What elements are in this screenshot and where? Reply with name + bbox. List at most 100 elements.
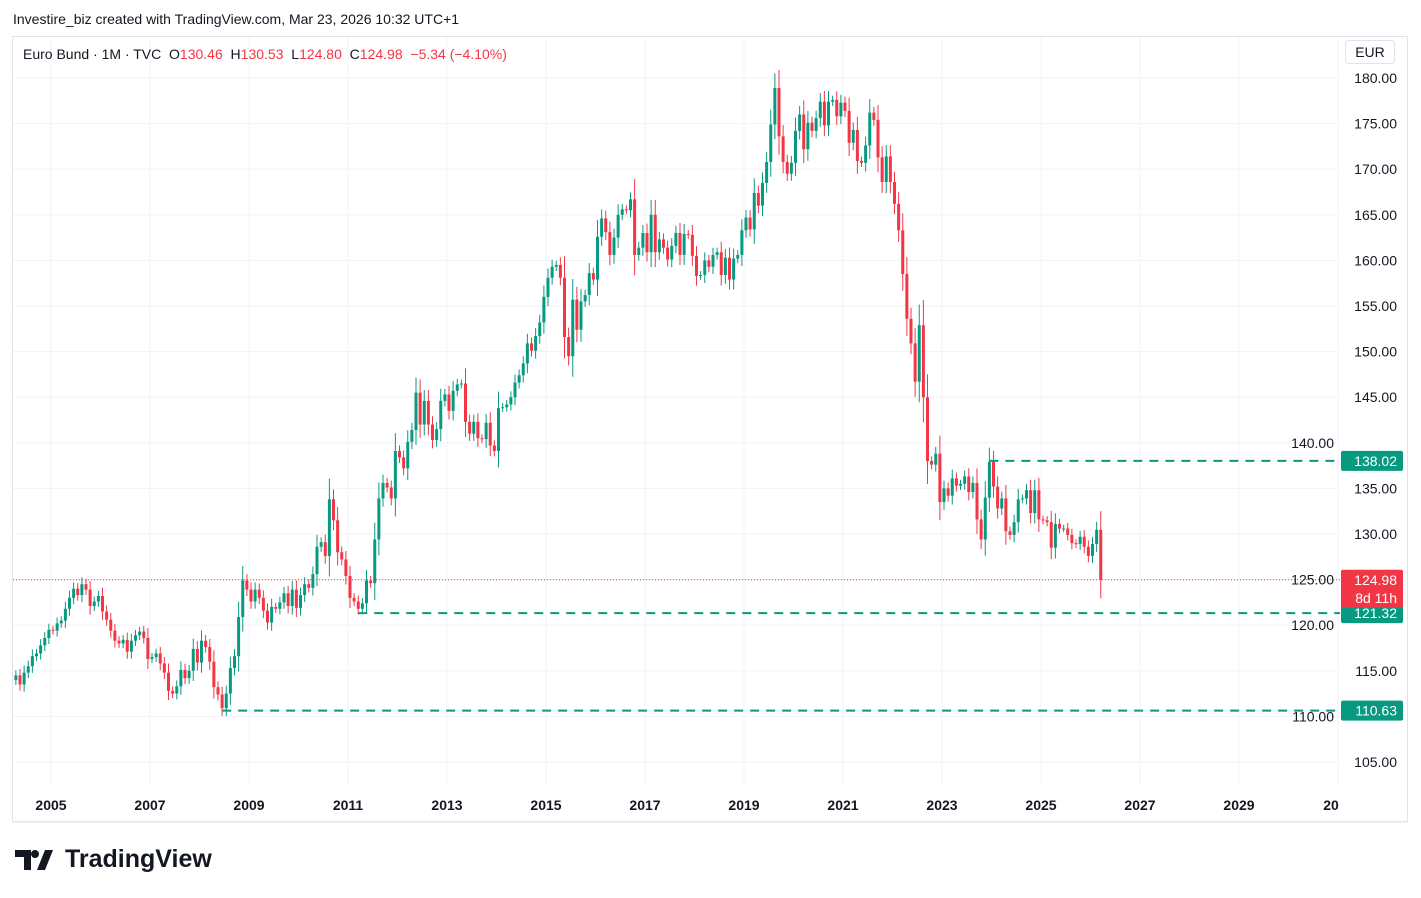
candle-body [732,258,736,280]
candle-body [806,122,810,150]
candle-body [80,584,84,596]
open-value: 130.46 [179,46,223,62]
candle-body [530,343,533,351]
candle-body [942,488,946,503]
candle-body [505,404,509,408]
candle-body [827,101,830,126]
candle-body [1037,490,1041,520]
candle-body [847,110,851,143]
candle-body [633,199,637,255]
candle-body [303,584,307,596]
candle-body [542,296,546,323]
candle-body [818,101,822,119]
x-tick-label: 2013 [431,797,462,813]
candle-body [352,597,356,602]
candle-body [162,663,166,673]
candle-body [138,631,142,636]
candle-body [447,394,451,411]
candle-body [30,656,34,667]
candle-body [761,182,764,206]
y-tick-label: 180.00 [1354,70,1397,86]
y-tick-label: 110.00 [1292,708,1334,724]
candle-body [616,214,620,238]
candle-body [662,239,665,248]
y-tick-label: 165.00 [1354,207,1397,223]
change-value: −5.34 (−4.10%) [410,46,507,62]
candle-body [175,686,179,694]
candle-body [92,601,96,607]
candle-body [261,597,265,611]
candle-body [571,299,575,357]
candle-body [1053,523,1057,548]
symbol-legend: Euro Bund · 1M · TVC O130.46 H130.53 L12… [23,46,507,62]
candle-body [76,588,80,596]
currency-button[interactable]: EUR [1345,40,1395,64]
candle-body [996,486,1000,509]
brand-name: TradingView [65,845,212,873]
candle-body [884,156,888,182]
candle-body [748,217,752,230]
candle-body [781,136,785,162]
candle-body [744,217,748,231]
candle-body [1086,546,1090,556]
candle-body [327,499,331,556]
y-tick-label: 170.00 [1354,161,1397,177]
candle-body [971,482,975,493]
candle-body [373,539,377,584]
candle-body [270,606,274,623]
candle-body [459,383,463,385]
candle-body [72,588,76,598]
y-tick-label: 150.00 [1354,344,1397,360]
candle-body [274,606,278,609]
candle-body [711,254,715,267]
candle-body [699,274,703,276]
last-price-badge [1341,569,1403,608]
candle-body [831,99,835,102]
candle-body [893,181,896,204]
candle-body [641,233,645,248]
candle-body [983,497,987,540]
candle-body [521,363,525,376]
candle-body [954,478,958,486]
candle-body [208,647,212,662]
candle-body [154,653,158,658]
candle-body [171,690,175,694]
close-label: C [349,46,360,62]
candle-body [723,257,727,275]
candle-body [35,653,38,657]
candle-body [715,252,719,255]
last-price-label: 124.98 [1354,572,1397,588]
candle-body [728,257,731,280]
candle-body [142,631,146,638]
candle-body [418,392,422,425]
candle-body [84,584,88,590]
candle-body [200,640,203,663]
level-badge-label: 121.32 [1354,605,1397,621]
x-tick-label: 2005 [35,797,66,813]
candle-body [926,397,929,462]
candle-body [26,666,30,673]
candle-body [398,451,401,458]
candle-body [777,88,781,137]
candle-body [187,670,191,679]
candle-body [1082,536,1086,547]
candle-body [245,580,249,590]
candle-body [451,390,455,411]
candle-body [105,611,109,620]
candle-body [975,482,979,520]
candle-body [666,247,670,260]
y-tick-label: 155.00 [1354,298,1397,314]
tradingview-logo[interactable]: TradingView [15,845,212,874]
level-badge [1341,700,1403,721]
candle-body [695,255,698,276]
candle-body [509,397,513,405]
candle-body [517,375,521,383]
candle-body [96,596,100,602]
level-badge-label: 138.02 [1354,453,1397,469]
y-tick-label: 135.00 [1354,480,1397,496]
candle-body [393,451,397,499]
candle-body [785,161,789,174]
candle-body [1016,499,1020,523]
candle-body [22,672,26,685]
